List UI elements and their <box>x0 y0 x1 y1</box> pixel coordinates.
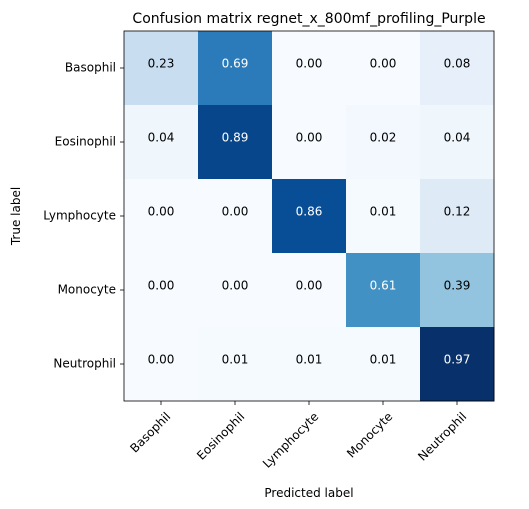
x-tick-label: Eosinophil <box>194 409 247 462</box>
cell-value-label: 0.02 <box>370 131 397 145</box>
x-axis-label: Predicted label <box>264 486 353 500</box>
cell-value-label: 0.69 <box>222 57 249 71</box>
heatmap-cell <box>272 327 347 402</box>
heatmap-cell <box>420 327 495 402</box>
heatmap-cell <box>346 327 421 402</box>
y-tick-label: Monocyte <box>58 283 116 297</box>
y-axis-label: True label <box>9 187 23 246</box>
cell-value-label: 0.97 <box>444 353 471 367</box>
cell-value-label: 0.04 <box>444 131 471 145</box>
heatmap-cell <box>124 179 199 254</box>
cell-value-label: 0.04 <box>148 131 175 145</box>
heatmap-cell <box>420 253 495 328</box>
cell-value-label: 0.86 <box>296 205 323 219</box>
heatmap-cells <box>124 31 495 402</box>
cell-value-label: 0.39 <box>444 279 471 293</box>
cell-value-label: 0.00 <box>370 57 397 71</box>
heatmap-cell <box>198 31 273 106</box>
y-axis-ticks: Basophil Eosinophil Lymphocyte Monocyte Neut… <box>43 61 124 371</box>
cell-value-label: 0.00 <box>148 353 175 367</box>
heatmap-cell <box>420 31 495 106</box>
heatmap-cell <box>124 31 199 106</box>
cell-value-label: 0.00 <box>222 205 249 219</box>
heatmap-cell <box>420 179 495 254</box>
heatmap-cell <box>346 179 421 254</box>
heatmap-cell <box>124 327 199 402</box>
chart-title: Confusion matrix regnet_x_800mf_profilin… <box>132 11 485 27</box>
heatmap-cell <box>346 253 421 328</box>
cell-value-label: 0.00 <box>148 205 175 219</box>
cell-value-label: 0.61 <box>370 279 397 293</box>
y-tick-label: Basophil <box>65 61 116 75</box>
y-tick-label: Neutrophil <box>53 357 116 371</box>
heatmap-cell <box>420 105 495 180</box>
cell-value-label: 0.89 <box>222 131 249 145</box>
cell-value-label: 0.08 <box>444 57 471 71</box>
heatmap-cell <box>198 179 273 254</box>
heatmap-cell <box>124 105 199 180</box>
cell-value-label: 0.01 <box>222 353 249 367</box>
y-tick-label: Lymphocyte <box>43 209 116 223</box>
cell-value-label: 0.01 <box>296 353 323 367</box>
heatmap-cell <box>272 179 347 254</box>
cell-value-label: 0.00 <box>148 279 175 293</box>
heatmap-cell <box>198 327 273 402</box>
cell-value-label: 0.00 <box>222 279 249 293</box>
heatmap-cell <box>346 105 421 180</box>
heatmap-cell <box>272 31 347 106</box>
cell-value-label: 0.01 <box>370 353 397 367</box>
x-tick-label: Neutrophil <box>415 409 469 463</box>
heatmap-cell <box>198 105 273 180</box>
heatmap-cell <box>272 253 347 328</box>
heatmap-cell <box>198 253 273 328</box>
x-tick-label: Basophil <box>127 409 173 455</box>
cell-value-labels: 0.23 0.69 0.00 0.00 0.08 0.04 0.89 0.00 0.02 0.04… <box>148 57 471 367</box>
cell-value-label: 0.00 <box>296 57 323 71</box>
x-tick-label: Lymphocyte <box>260 409 321 470</box>
cell-value-label: 0.00 <box>296 131 323 145</box>
x-tick-label: Monocyte <box>344 409 395 460</box>
cell-value-label: 0.23 <box>148 57 175 71</box>
heatmap-cell <box>272 105 347 180</box>
x-axis-ticks: Basophil Eosinophil Lymphocyte Monocyte Neut… <box>127 401 469 471</box>
y-tick-label: Eosinophil <box>55 135 116 149</box>
cell-value-label: 0.00 <box>296 279 323 293</box>
cell-value-label: 0.12 <box>444 205 471 219</box>
cell-value-label: 0.01 <box>370 205 397 219</box>
heatmap-cell <box>124 253 199 328</box>
heatmap-cell <box>346 31 421 106</box>
